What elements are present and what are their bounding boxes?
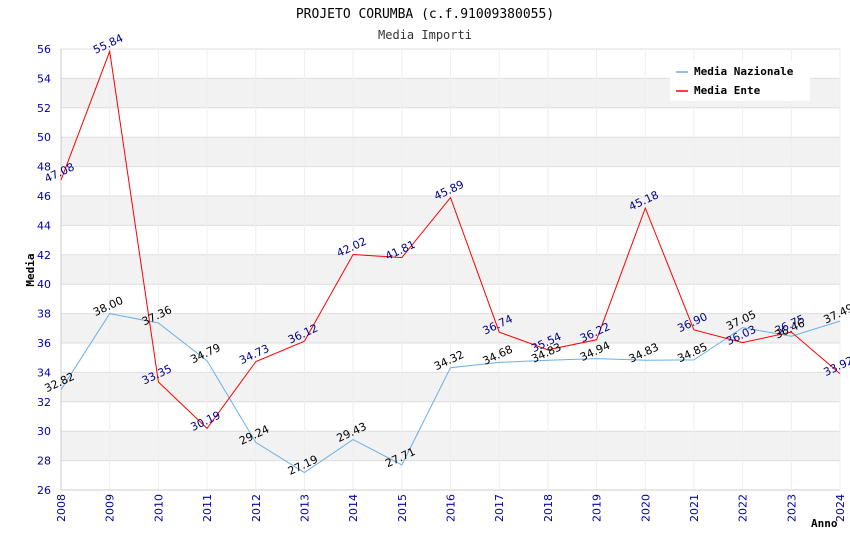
legend: Media Nazionale Media Ente	[670, 61, 810, 101]
y-tick-label: 52	[37, 102, 51, 115]
legend-label-media-nazionale: Media Nazionale	[694, 65, 794, 78]
x-tick-label: 2012	[250, 494, 263, 522]
x-tick-label: 2022	[737, 494, 750, 522]
y-tick-label: 56	[37, 43, 51, 56]
grid-bands	[60, 48, 841, 491]
y-tick-label: 30	[37, 425, 51, 438]
y-tick-label: 46	[37, 190, 51, 203]
series-line-0	[60, 313, 841, 474]
y-tick-label: 50	[37, 131, 51, 144]
x-tick-label: 2019	[591, 494, 604, 522]
legend-label-media-ente: Media Ente	[694, 84, 761, 97]
series-line-1	[60, 49, 841, 430]
y-tick-label: 38	[37, 308, 51, 321]
series-lines	[60, 49, 841, 474]
x-tick-label: 2014	[347, 494, 360, 522]
x-tick-label: 2024	[834, 494, 847, 522]
y-tick-label: 26	[37, 484, 51, 497]
y-tick-label: 40	[37, 278, 51, 291]
x-tick-label: 2010	[152, 494, 165, 522]
y-tick-label: 36	[37, 337, 51, 350]
y-axis-label: Media	[24, 253, 37, 286]
x-tick-label: 2020	[639, 494, 652, 522]
x-axis-ticks: 2008 2009 2010 2011 2012 2013 2014 2015 2016 2017…	[55, 494, 847, 522]
chart-subtitle: Media Importi	[378, 28, 472, 42]
y-tick-label: 48	[37, 161, 51, 174]
y-tick-label: 44	[37, 219, 51, 232]
y-tick-label: 54	[37, 72, 51, 85]
x-axis-label: Anno	[811, 517, 838, 530]
legend-box	[670, 61, 810, 101]
y-tick-label: 28	[37, 455, 51, 468]
x-tick-label: 2018	[542, 494, 555, 522]
x-tick-label: 2009	[104, 494, 117, 522]
x-tick-label: 2011	[201, 494, 214, 522]
x-tick-label: 2008	[55, 494, 68, 522]
x-tick-label: 2023	[785, 494, 798, 522]
y-axis-ticks: 26 28 30 32 34 36 38 40 42 44 46 48 50 52 54 56	[37, 43, 51, 497]
x-tick-label: 2016	[445, 494, 458, 522]
x-tick-label: 2013	[298, 494, 311, 522]
y-tick-label: 34	[37, 366, 51, 379]
x-tick-label: 2015	[396, 494, 409, 522]
x-tick-label: 2021	[688, 494, 701, 522]
y-tick-label: 32	[37, 396, 51, 409]
y-tick-label: 42	[37, 249, 51, 262]
x-tick-label: 2017	[493, 494, 506, 522]
chart-title: PROJETO CORUMBA (c.f.91009380055)	[296, 7, 554, 22]
